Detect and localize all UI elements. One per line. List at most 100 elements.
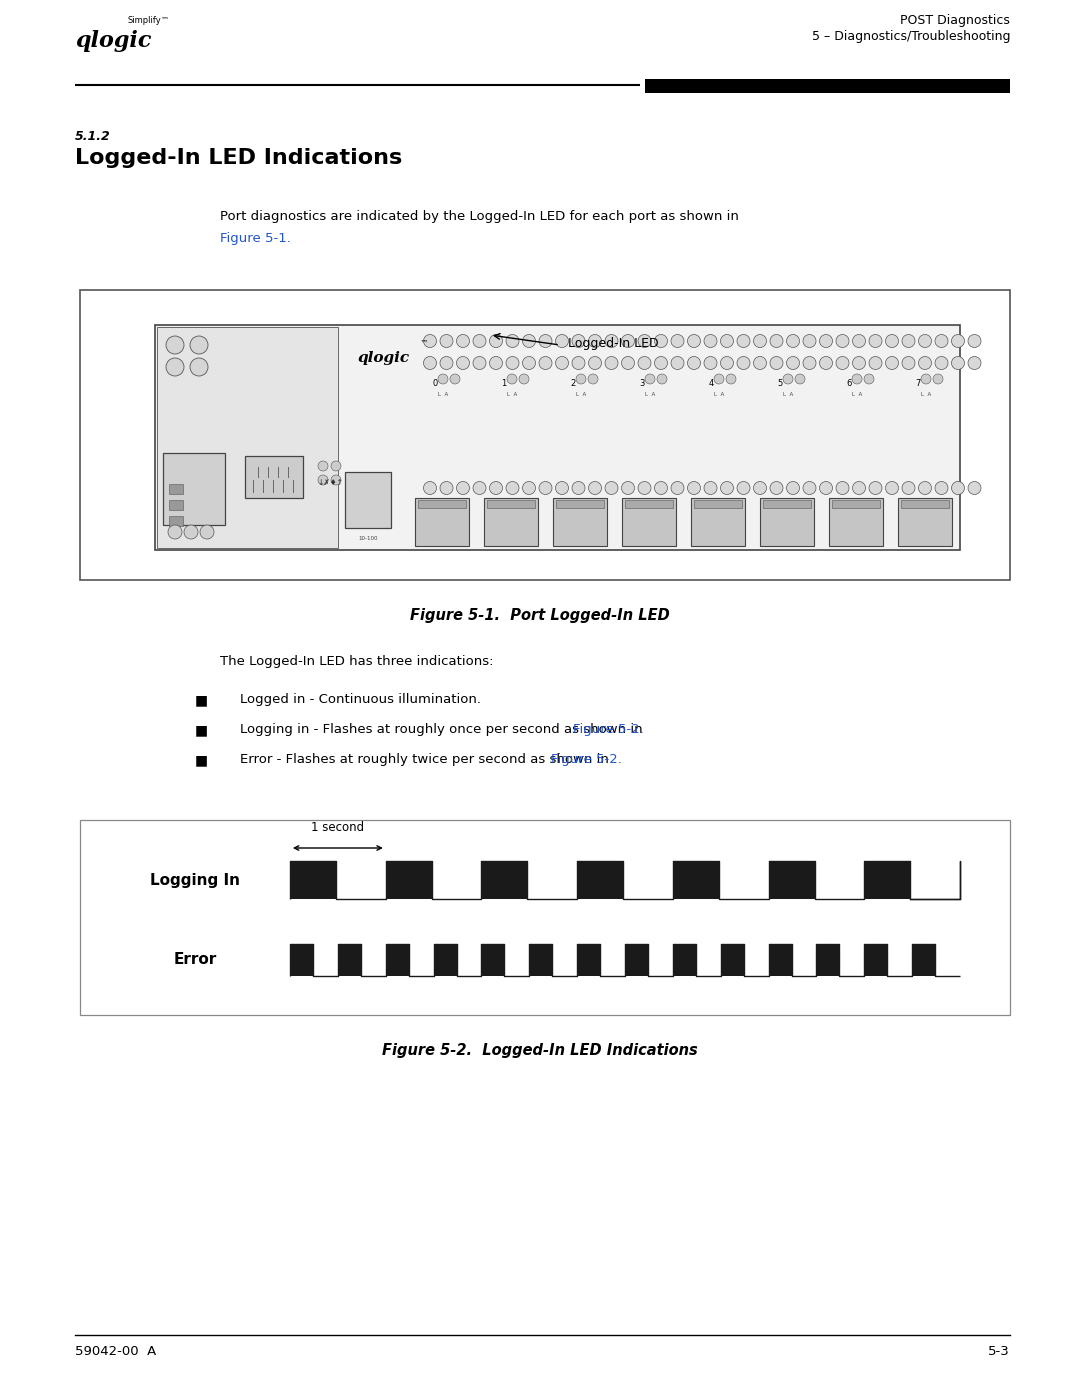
Circle shape [473, 482, 486, 495]
Circle shape [918, 356, 931, 369]
Bar [897, 497, 951, 546]
Circle shape [918, 334, 931, 348]
Circle shape [935, 334, 948, 348]
Circle shape [852, 482, 865, 495]
Text: Error - Flashes at roughly twice per second as shown in: Error - Flashes at roughly twice per sec… [240, 753, 613, 767]
Circle shape [968, 482, 981, 495]
Text: 1 second: 1 second [311, 821, 364, 834]
Circle shape [783, 374, 793, 384]
Circle shape [589, 482, 602, 495]
Circle shape [523, 356, 536, 369]
Text: ↓✗♦↑: ↓✗♦↑ [318, 478, 343, 486]
Circle shape [688, 482, 701, 495]
Circle shape [902, 334, 915, 348]
Circle shape [657, 374, 667, 384]
Circle shape [539, 334, 552, 348]
Circle shape [489, 334, 502, 348]
Circle shape [423, 356, 436, 369]
Text: Logged-In LED: Logged-In LED [568, 337, 659, 349]
Bar [338, 944, 361, 977]
Circle shape [804, 356, 816, 369]
Circle shape [770, 482, 783, 495]
Text: Figure 5-2.  Logged-In LED Indications: Figure 5-2. Logged-In LED Indications [382, 1044, 698, 1058]
Circle shape [902, 356, 915, 369]
Bar [720, 944, 744, 977]
Text: L  A: L A [783, 393, 793, 398]
Circle shape [886, 482, 899, 495]
Circle shape [489, 356, 502, 369]
Bar [673, 944, 696, 977]
Circle shape [951, 482, 964, 495]
Circle shape [737, 482, 750, 495]
Text: Port diagnostics are indicated by the Logged-In LED for each port as shown in: Port diagnostics are indicated by the Lo… [220, 210, 739, 224]
Circle shape [704, 482, 717, 495]
Bar [168, 500, 183, 510]
Text: L  A: L A [714, 393, 724, 398]
Text: 2: 2 [570, 379, 576, 387]
Circle shape [754, 356, 767, 369]
Text: ■: ■ [195, 753, 208, 767]
Bar [760, 497, 814, 546]
Circle shape [804, 334, 816, 348]
Circle shape [951, 356, 964, 369]
Circle shape [869, 482, 882, 495]
Circle shape [714, 374, 724, 384]
Bar [762, 500, 811, 509]
Bar [168, 515, 183, 527]
Circle shape [737, 334, 750, 348]
Circle shape [589, 356, 602, 369]
Text: Logging in - Flashes at roughly once per second as shown in: Logging in - Flashes at roughly once per… [240, 724, 647, 736]
Circle shape [519, 374, 529, 384]
Bar [556, 500, 604, 509]
Circle shape [720, 482, 733, 495]
Text: 4: 4 [708, 379, 714, 387]
Circle shape [168, 525, 183, 539]
Circle shape [588, 374, 598, 384]
Circle shape [200, 525, 214, 539]
Bar [864, 944, 888, 977]
Text: L  A: L A [576, 393, 586, 398]
Text: Logged in - Continuous illumination.: Logged in - Continuous illumination. [240, 693, 481, 707]
Circle shape [820, 334, 833, 348]
Circle shape [621, 482, 635, 495]
Circle shape [852, 356, 865, 369]
Bar [433, 944, 457, 977]
Circle shape [539, 356, 552, 369]
Circle shape [671, 482, 684, 495]
Text: 5.1.2: 5.1.2 [75, 130, 111, 142]
Circle shape [704, 334, 717, 348]
Bar [80, 291, 1010, 580]
Bar [245, 455, 303, 497]
Circle shape [576, 374, 586, 384]
Circle shape [555, 356, 568, 369]
Bar [291, 944, 313, 977]
Circle shape [968, 356, 981, 369]
Circle shape [645, 374, 654, 384]
Text: Figure 5-2.: Figure 5-2. [551, 753, 622, 767]
Circle shape [440, 482, 453, 495]
Circle shape [935, 356, 948, 369]
Text: qlogic: qlogic [75, 29, 151, 52]
Circle shape [836, 334, 849, 348]
Circle shape [786, 482, 799, 495]
Circle shape [523, 482, 536, 495]
Circle shape [423, 482, 436, 495]
Circle shape [754, 334, 767, 348]
Circle shape [804, 482, 816, 495]
Bar [913, 944, 935, 977]
Circle shape [555, 334, 568, 348]
Bar [829, 497, 883, 546]
Circle shape [572, 356, 585, 369]
Bar [345, 472, 391, 528]
Circle shape [589, 334, 602, 348]
Circle shape [918, 482, 931, 495]
Circle shape [423, 334, 436, 348]
Text: L  A: L A [437, 393, 448, 398]
Circle shape [457, 482, 470, 495]
Text: 6: 6 [847, 379, 852, 387]
Circle shape [720, 356, 733, 369]
Bar [415, 497, 469, 546]
Circle shape [473, 334, 486, 348]
Circle shape [539, 482, 552, 495]
Circle shape [457, 356, 470, 369]
